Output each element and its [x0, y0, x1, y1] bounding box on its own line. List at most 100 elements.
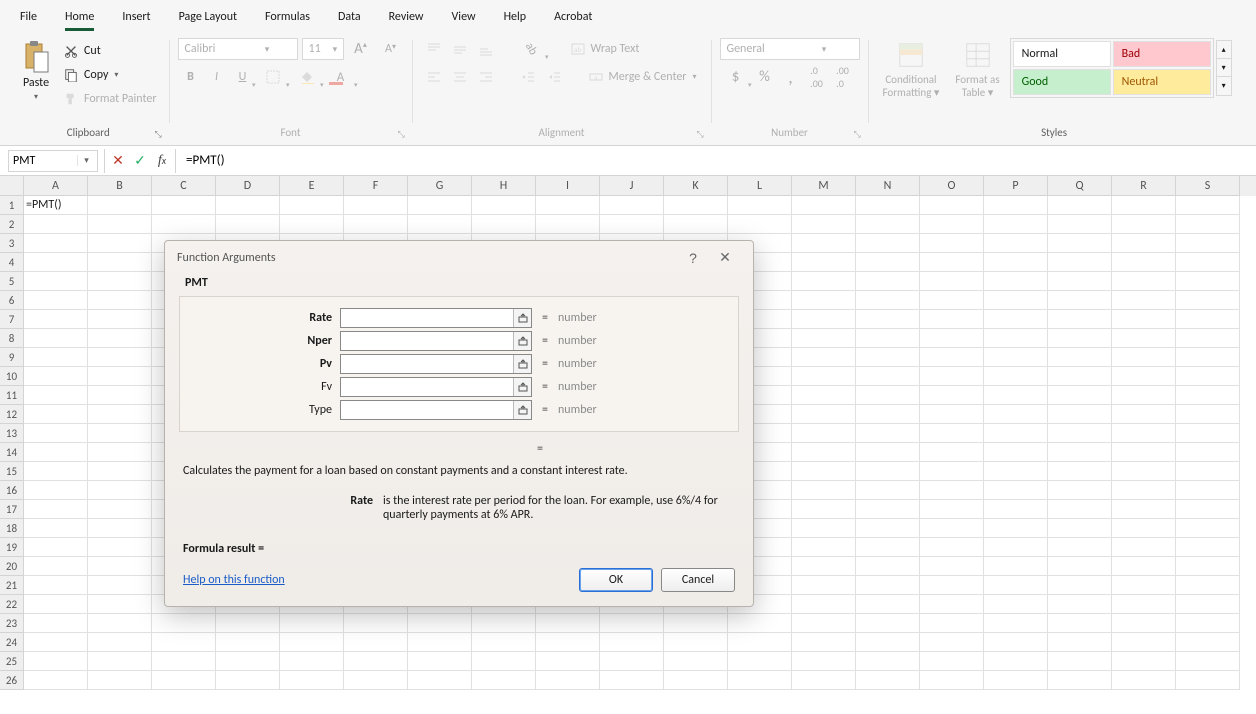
- cell[interactable]: [88, 576, 152, 595]
- row-header[interactable]: 21: [0, 576, 24, 595]
- cell[interactable]: [88, 500, 152, 519]
- cell[interactable]: [856, 310, 920, 329]
- cell[interactable]: [856, 253, 920, 272]
- cell[interactable]: [984, 386, 1048, 405]
- row-header[interactable]: 1: [0, 196, 24, 215]
- cell[interactable]: [152, 215, 216, 234]
- cell[interactable]: =PMT(): [24, 196, 88, 215]
- cell[interactable]: [152, 671, 216, 690]
- cell[interactable]: [792, 595, 856, 614]
- cell[interactable]: [536, 633, 600, 652]
- cell[interactable]: [728, 614, 792, 633]
- cell[interactable]: [984, 405, 1048, 424]
- cell[interactable]: [1112, 215, 1176, 234]
- font-color-button[interactable]: A▾: [324, 66, 358, 88]
- cell[interactable]: [1048, 576, 1112, 595]
- cell[interactable]: [1176, 367, 1240, 386]
- cell[interactable]: [1048, 424, 1112, 443]
- cell[interactable]: [920, 253, 984, 272]
- cell[interactable]: [1048, 253, 1112, 272]
- cell[interactable]: [792, 614, 856, 633]
- tab-data[interactable]: Data: [326, 4, 373, 30]
- cell[interactable]: [984, 652, 1048, 671]
- cell[interactable]: [856, 633, 920, 652]
- row-header[interactable]: 7: [0, 310, 24, 329]
- cell[interactable]: [1112, 272, 1176, 291]
- cell[interactable]: [792, 481, 856, 500]
- cell[interactable]: [664, 215, 728, 234]
- cell[interactable]: [920, 557, 984, 576]
- cell[interactable]: [408, 633, 472, 652]
- row-header[interactable]: 4: [0, 253, 24, 272]
- alignment-launcher[interactable]: ⤡: [697, 129, 711, 143]
- cell[interactable]: [856, 500, 920, 519]
- cell[interactable]: [24, 367, 88, 386]
- percent-format-button[interactable]: %: [752, 66, 778, 88]
- column-header[interactable]: B: [88, 176, 152, 196]
- cell[interactable]: [984, 329, 1048, 348]
- cell[interactable]: [24, 348, 88, 367]
- row-header[interactable]: 20: [0, 557, 24, 576]
- cell[interactable]: [344, 652, 408, 671]
- cell[interactable]: [1176, 253, 1240, 272]
- cell[interactable]: [24, 671, 88, 690]
- align-middle-button[interactable]: [447, 38, 473, 60]
- cell[interactable]: [88, 272, 152, 291]
- cell[interactable]: [792, 215, 856, 234]
- cell[interactable]: [1112, 557, 1176, 576]
- column-header[interactable]: K: [664, 176, 728, 196]
- cell[interactable]: [920, 215, 984, 234]
- row-header[interactable]: 11: [0, 386, 24, 405]
- name-box[interactable]: ▾: [8, 150, 98, 172]
- cell[interactable]: [1112, 538, 1176, 557]
- cut-button[interactable]: Cut: [60, 40, 161, 62]
- cell[interactable]: [216, 671, 280, 690]
- cell[interactable]: [88, 253, 152, 272]
- cell[interactable]: [664, 671, 728, 690]
- accounting-format-button[interactable]: $▾: [720, 66, 752, 88]
- cell[interactable]: [1112, 234, 1176, 253]
- arg-input-rate[interactable]: [341, 309, 513, 327]
- decrease-indent-button[interactable]: [515, 66, 541, 88]
- cancel-button[interactable]: Cancel: [661, 568, 735, 592]
- cell[interactable]: [1176, 272, 1240, 291]
- row-header[interactable]: 25: [0, 652, 24, 671]
- tab-view[interactable]: View: [440, 4, 488, 30]
- cell[interactable]: [1048, 348, 1112, 367]
- row-header[interactable]: 8: [0, 329, 24, 348]
- column-header[interactable]: P: [984, 176, 1048, 196]
- cancel-formula-button[interactable]: ✕: [107, 150, 129, 172]
- cell[interactable]: [984, 234, 1048, 253]
- cell[interactable]: [24, 253, 88, 272]
- cell[interactable]: [1176, 234, 1240, 253]
- cell[interactable]: [24, 500, 88, 519]
- styles-scroll-up[interactable]: ▴: [1217, 41, 1231, 59]
- cell[interactable]: [24, 614, 88, 633]
- cell[interactable]: [728, 652, 792, 671]
- cell[interactable]: [1112, 329, 1176, 348]
- cell[interactable]: [24, 576, 88, 595]
- row-header[interactable]: 16: [0, 481, 24, 500]
- tab-help[interactable]: Help: [492, 4, 539, 30]
- cell[interactable]: [536, 671, 600, 690]
- row-header[interactable]: 22: [0, 595, 24, 614]
- column-header[interactable]: I: [536, 176, 600, 196]
- border-button[interactable]: ▾: [256, 66, 290, 88]
- cell[interactable]: [728, 196, 792, 215]
- insert-function-button[interactable]: fx: [151, 150, 173, 172]
- column-header[interactable]: J: [600, 176, 664, 196]
- cell[interactable]: [920, 348, 984, 367]
- row-header[interactable]: 5: [0, 272, 24, 291]
- range-selector-button[interactable]: [513, 309, 531, 327]
- cell[interactable]: [792, 500, 856, 519]
- cell[interactable]: [984, 595, 1048, 614]
- cell[interactable]: [920, 367, 984, 386]
- row-header[interactable]: 13: [0, 424, 24, 443]
- column-header[interactable]: D: [216, 176, 280, 196]
- styles-scroll-down[interactable]: ▾: [1217, 59, 1231, 77]
- cell[interactable]: [920, 272, 984, 291]
- cell[interactable]: [792, 367, 856, 386]
- fill-color-button[interactable]: ▾: [290, 66, 324, 88]
- cell[interactable]: [408, 671, 472, 690]
- cell[interactable]: [856, 348, 920, 367]
